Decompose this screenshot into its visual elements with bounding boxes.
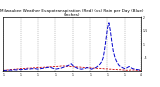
Title: Milwaukee Weather Evapotranspiration (Red) (vs) Rain per Day (Blue) (Inches): Milwaukee Weather Evapotranspiration (Re… [0,9,144,17]
